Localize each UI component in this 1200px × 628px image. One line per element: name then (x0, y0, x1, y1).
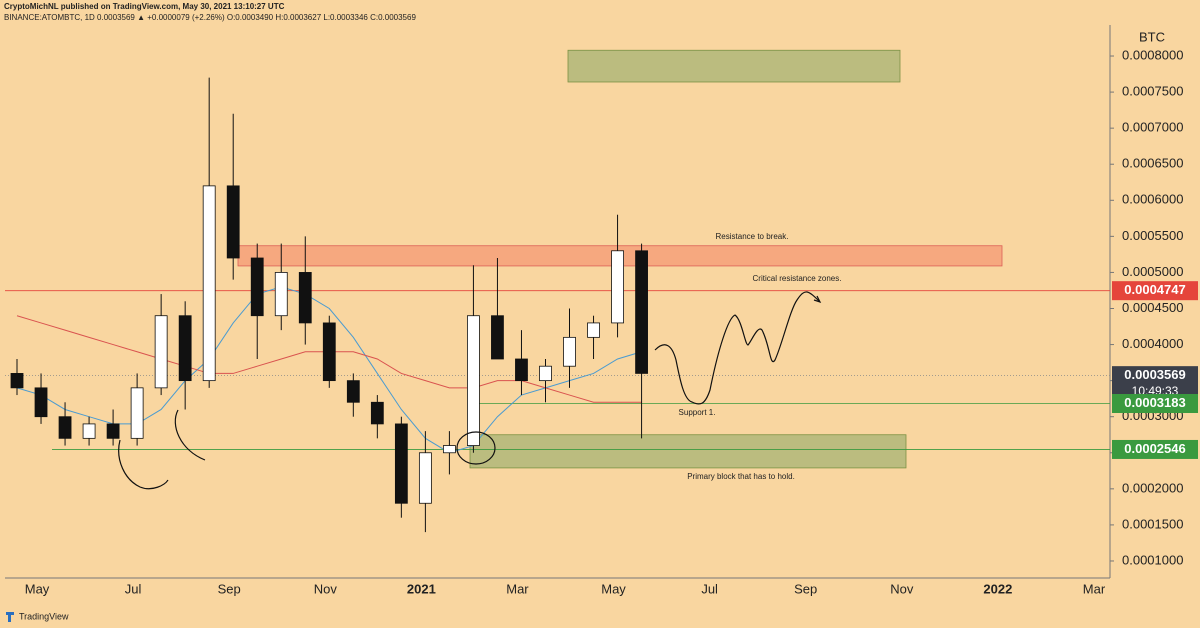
y-tick-label: 0.0004000 (1122, 336, 1183, 351)
candle-body (202, 185, 216, 382)
candle-body (154, 315, 168, 389)
y-tick-label: 0.0008000 (1122, 47, 1183, 62)
x-tick-label: Mar (1083, 581, 1106, 596)
candle-body (611, 250, 624, 324)
x-tick-label: Sep (794, 581, 817, 596)
footer-bar (0, 605, 1200, 628)
x-tick-label: 2022 (983, 581, 1012, 596)
x-tick-label: Mar (506, 581, 529, 596)
y-tick-label: 0.0007500 (1122, 84, 1183, 99)
candle-body (491, 315, 504, 360)
x-tick-label: Nov (890, 581, 914, 596)
moving-average (16, 286, 642, 454)
candle-body (322, 322, 336, 382)
x-tick-label: Jul (701, 581, 718, 596)
price-tag (1112, 281, 1198, 301)
candle-body (563, 336, 576, 367)
freehand-curve (174, 409, 206, 461)
drawings (118, 291, 822, 490)
candle-body (418, 452, 432, 504)
candle-body (346, 380, 360, 403)
annotation: Critical resistance zones. (753, 274, 842, 283)
candle-body (370, 401, 384, 425)
y-tick-label: 0.0001500 (1122, 516, 1183, 531)
freehand-curve (118, 439, 169, 490)
price-tag-label: 0.0002546 (1124, 441, 1185, 456)
candle-body (515, 358, 528, 382)
candle-body (178, 315, 192, 382)
y-tick-label: 0.0007000 (1122, 120, 1183, 135)
y-tick-label: 0.0002000 (1122, 480, 1183, 495)
zone (567, 49, 901, 83)
y-tick-label: 0.0001000 (1122, 552, 1183, 567)
price-tag (1112, 394, 1198, 414)
zone (469, 434, 907, 469)
candle-body (82, 423, 96, 439)
candle-body (106, 423, 120, 439)
plot-area (5, 49, 1110, 533)
price-tag (1112, 439, 1198, 459)
y-tick-label: 0.0006500 (1122, 156, 1183, 171)
x-tick-label: 2021 (407, 581, 436, 596)
candle-body (467, 315, 480, 446)
candle-body (10, 373, 24, 389)
candle-body (298, 272, 312, 324)
candle-body (443, 445, 456, 454)
candle-body (539, 365, 552, 382)
y-tick-label: 0.0005500 (1122, 228, 1183, 243)
author-line: CryptoMichNL published on TradingView.co… (4, 2, 285, 11)
x-tick-label: Sep (218, 581, 241, 596)
candle-body (226, 185, 240, 259)
logo (6, 612, 14, 622)
axis-unit: BTC (1139, 29, 1165, 44)
quote-line: BINANCE:ATOMBTC, 1D 0.0003569 ▲ +0.00000… (4, 13, 416, 22)
price-tag-label: 0.0004747 (1124, 282, 1185, 297)
x-tick-label: Nov (314, 581, 338, 596)
projection-path (654, 291, 821, 405)
y-tick-label: 0.0006000 (1122, 192, 1183, 207)
candle-body (394, 423, 408, 504)
annotation: Primary block that has to hold. (687, 472, 795, 481)
candle-body (130, 387, 144, 439)
y-tick-label: 0.0005000 (1122, 264, 1183, 279)
arrowhead (813, 295, 822, 304)
candle-body (635, 250, 648, 374)
y-tick-label: 0.0004500 (1122, 300, 1183, 315)
price-tag-label: 0.0003183 (1124, 395, 1185, 410)
candle-body (587, 322, 600, 338)
brand: TradingView (19, 611, 69, 621)
x-tick-label: Jul (125, 581, 142, 596)
candle-body (274, 272, 288, 317)
x-tick-label: May (25, 581, 50, 596)
candle-body (34, 387, 48, 418)
highlight-circle (456, 431, 496, 465)
x-tick-label: May (601, 581, 626, 596)
annotation: Support 1. (679, 408, 716, 417)
price-tag-label: 0.0003569 (1124, 367, 1185, 382)
candle-body (58, 416, 72, 439)
annotation: Resistance to break. (716, 232, 789, 241)
candle-body (250, 257, 264, 317)
